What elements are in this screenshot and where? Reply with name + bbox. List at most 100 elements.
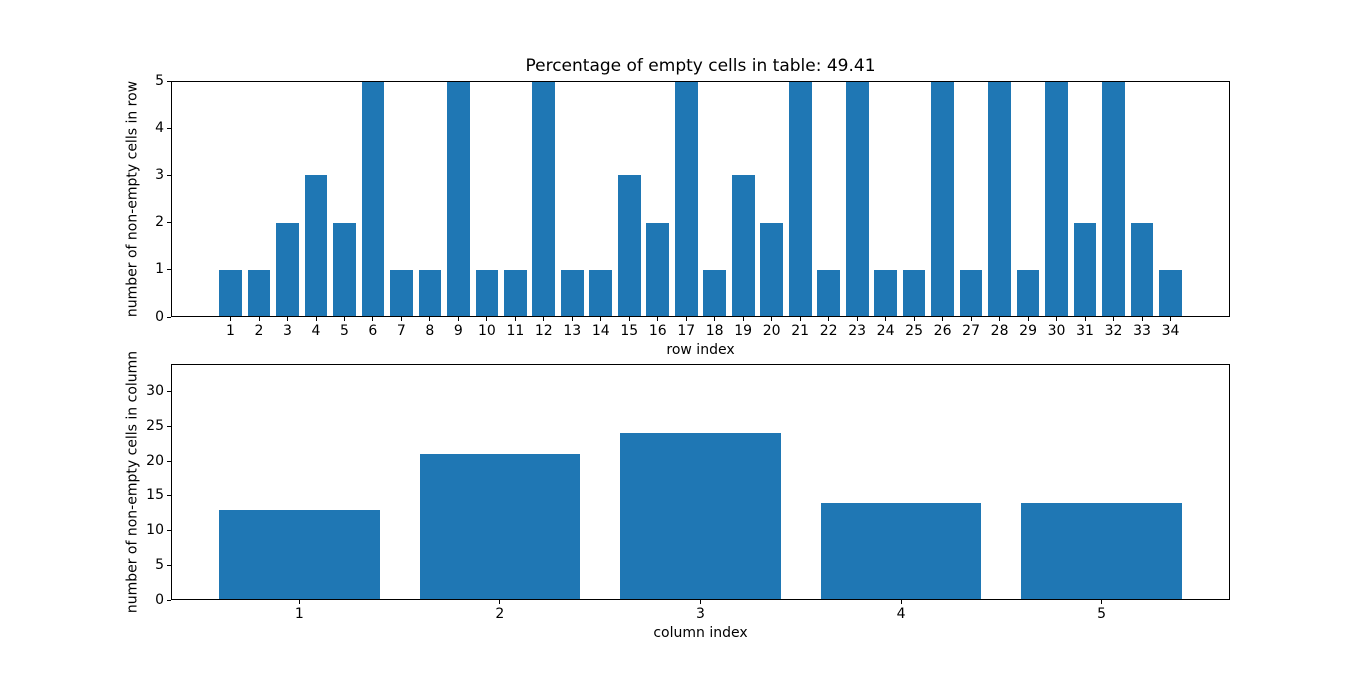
x-tick-label: 13	[563, 323, 582, 339]
x-tick-label: 1	[294, 606, 304, 622]
y-tick-label: 25	[146, 418, 164, 434]
x-tick-label: 16	[648, 323, 667, 339]
bar-rows-chart-22	[817, 269, 841, 317]
y-tick-label: 30	[146, 383, 164, 400]
y-tick-mark	[167, 269, 171, 271]
x-tick-label: 28	[990, 323, 1009, 339]
x-tick-label: 10	[477, 323, 496, 339]
x-tick-label: 12	[534, 323, 553, 339]
x-tick-label: 31	[1076, 323, 1094, 339]
bar-rows-chart-10	[475, 269, 499, 317]
x-tick-label: 34	[1161, 323, 1180, 339]
column-bar-chart-axes: 1 2 3 4 5 0 5 10 15 20 25 30 column index number of n…	[125, 351, 1230, 641]
x-tick-label: 11	[506, 323, 525, 339]
x-tick-label: 4	[896, 606, 906, 622]
x-tick-mark	[771, 317, 773, 321]
x-tick-label: 4	[311, 323, 321, 339]
x-tick-mark	[700, 600, 701, 604]
bar-rows-chart-8	[418, 269, 442, 317]
bar-rows-chart-34	[1159, 269, 1182, 317]
bar-rows-chart-28	[988, 81, 1011, 317]
x-tick-label: 24	[876, 323, 895, 339]
y-tick-label: 1	[155, 261, 164, 278]
x-tick-mark	[742, 317, 744, 321]
x-tick-label: 19	[734, 323, 753, 339]
y-tick-mark	[167, 391, 171, 393]
bar-rows-chart-30	[1045, 81, 1068, 317]
y-tick-label: 15	[146, 487, 164, 504]
y-tick-mark	[167, 426, 171, 427]
x-tick-mark	[400, 317, 402, 321]
x-tick-label: 26	[933, 323, 952, 339]
x-tick-mark	[714, 317, 716, 321]
bar-rows-chart-4	[304, 175, 328, 317]
y-tick-label: 3	[155, 166, 164, 183]
bar-rows-chart-32	[1102, 81, 1125, 317]
x-tick-label: 7	[396, 323, 406, 339]
y-tick-label: 10	[146, 522, 164, 539]
bar-rows-chart-1	[219, 269, 242, 317]
y-tick-label: 0	[155, 308, 164, 325]
x-tick-mark	[514, 317, 516, 321]
x-tick-label: 21	[791, 323, 810, 339]
x-tick-mark	[486, 317, 488, 321]
x-tick-mark	[1141, 317, 1143, 321]
x-tick-mark	[999, 317, 1001, 321]
axes-spines	[171, 81, 1230, 317]
x-tick-mark	[828, 317, 830, 321]
bar-rows-chart-33	[1130, 222, 1154, 317]
x-tick-label: 20	[762, 323, 781, 339]
x-tick-label: 3	[283, 323, 292, 339]
bar-rows-chart-12	[532, 81, 556, 317]
x-tick-label: 32	[1104, 323, 1123, 339]
x-tick-mark	[543, 317, 545, 321]
bar-columns-chart-3	[620, 433, 781, 600]
bar-rows-chart-11	[504, 269, 527, 317]
x-tick-mark	[1027, 317, 1029, 321]
x-tick-mark	[1170, 317, 1171, 321]
bar-rows-chart-2	[247, 269, 271, 317]
x-tick-label: 29	[1019, 323, 1037, 339]
bar-rows-chart-13	[560, 269, 584, 317]
y-tick-mark	[167, 564, 171, 566]
x-tick-mark	[258, 317, 260, 321]
y-tick-mark	[167, 222, 171, 224]
bar-rows-chart-24	[874, 269, 897, 317]
x-tick-mark	[970, 317, 972, 321]
x-tick-mark	[1056, 317, 1057, 321]
bar-columns-chart-1	[219, 509, 380, 600]
x-tick-label: 17	[677, 323, 696, 339]
x-tick-mark	[657, 317, 659, 321]
y-axis-label: number of non-empty cells in row	[124, 80, 141, 318]
y-tick-mark	[167, 80, 171, 82]
bar-rows-chart-26	[931, 81, 954, 317]
y-tick-mark	[167, 599, 171, 601]
x-tick-mark	[499, 600, 501, 604]
x-tick-mark	[900, 600, 902, 604]
bar-rows-chart-31	[1073, 222, 1097, 317]
x-tick-label: 9	[453, 323, 463, 339]
x-tick-label: 2	[495, 606, 505, 622]
x-tick-label: 8	[425, 323, 435, 339]
x-tick-mark	[1101, 600, 1103, 604]
x-tick-mark	[230, 317, 231, 321]
x-tick-mark	[913, 317, 915, 321]
x-tick-mark	[600, 317, 602, 321]
x-tick-mark	[298, 600, 300, 604]
bar-rows-chart-15	[617, 175, 641, 317]
bar-rows-chart-20	[760, 222, 784, 317]
bar-rows-chart-3	[276, 222, 299, 317]
x-tick-mark	[571, 317, 573, 321]
x-tick-mark	[799, 317, 801, 321]
x-axis-label: column index	[653, 625, 748, 641]
bar-rows-chart-25	[902, 269, 926, 317]
x-tick-label: 1	[226, 323, 235, 339]
x-tick-label: 27	[962, 323, 980, 339]
y-tick-mark	[167, 316, 171, 318]
bar-rows-chart-29	[1016, 269, 1040, 317]
y-tick-mark	[167, 495, 171, 497]
x-tick-label: 25	[905, 323, 923, 339]
x-tick-mark	[1113, 317, 1114, 321]
bar-columns-chart-2	[419, 454, 581, 600]
